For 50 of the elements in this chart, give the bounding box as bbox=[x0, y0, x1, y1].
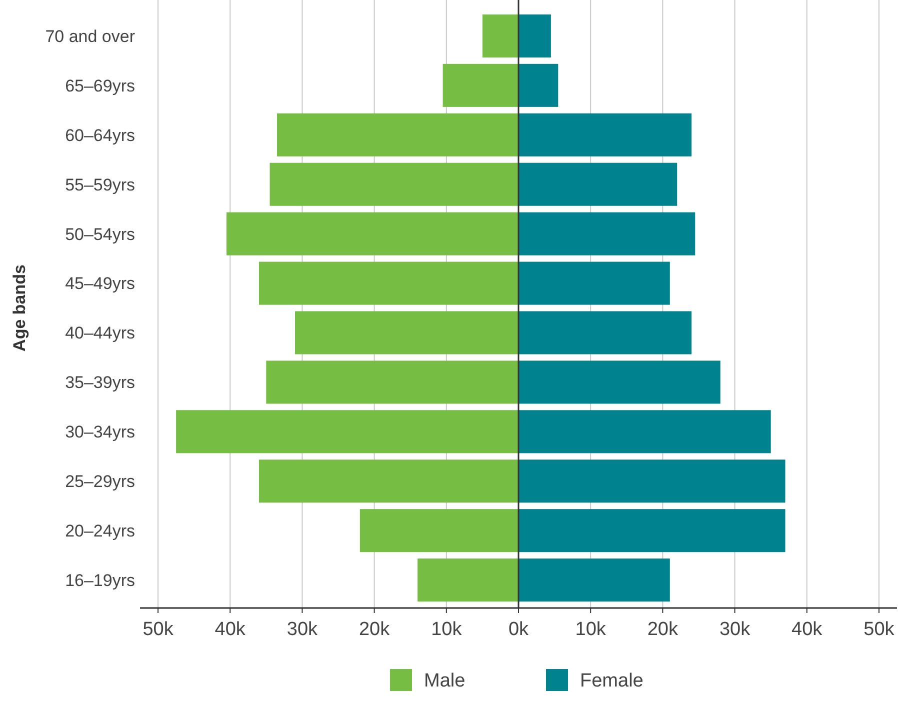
y-tick-label: 16–19yrs bbox=[65, 571, 135, 590]
x-tick-label: 10k bbox=[575, 619, 606, 640]
bar bbox=[518, 64, 558, 107]
x-tick-label: 30k bbox=[286, 619, 318, 640]
bar bbox=[518, 558, 670, 602]
y-axis-title: Age bands bbox=[10, 264, 29, 352]
y-tick-label: 65–69yrs bbox=[65, 76, 135, 96]
x-tick-label: 40k bbox=[792, 619, 823, 640]
bar bbox=[518, 14, 551, 58]
bar bbox=[482, 14, 518, 58]
bar bbox=[518, 311, 692, 354]
bar bbox=[518, 113, 692, 156]
bar bbox=[258, 262, 518, 305]
bar bbox=[176, 410, 518, 454]
bar bbox=[518, 212, 696, 256]
y-tick-label: 30–34yrs bbox=[65, 422, 135, 442]
y-tick-label: 60–64yrs bbox=[65, 126, 135, 145]
x-tick-label: 50k bbox=[142, 619, 174, 640]
y-tick-label: 55–59yrs bbox=[65, 175, 135, 194]
y-tick-label: 40–44yrs bbox=[65, 324, 135, 343]
bar bbox=[276, 113, 518, 156]
bar bbox=[360, 509, 518, 552]
y-tick-label: 35–39yrs bbox=[65, 373, 135, 392]
y-tick-label: 20–24yrs bbox=[65, 522, 135, 541]
bar bbox=[270, 162, 518, 206]
bar bbox=[418, 558, 518, 602]
bar bbox=[226, 212, 518, 256]
x-tick-label: 0k bbox=[508, 619, 530, 640]
x-tick-label: 30k bbox=[719, 619, 751, 640]
y-tick-label: 50–54yrs bbox=[65, 224, 135, 244]
x-tick-label: 10k bbox=[431, 619, 462, 640]
x-tick-label: 50k bbox=[864, 619, 895, 640]
x-tick-label: 20k bbox=[358, 619, 390, 640]
bar bbox=[518, 360, 720, 404]
bar bbox=[518, 460, 786, 503]
bar bbox=[266, 360, 518, 404]
y-tick-label: 70 and over bbox=[45, 26, 136, 46]
bar bbox=[518, 509, 786, 552]
bar bbox=[295, 311, 518, 354]
bar bbox=[518, 162, 678, 206]
bar bbox=[258, 460, 518, 503]
y-tick-label: 25–29yrs bbox=[65, 472, 135, 492]
legend-label: Male bbox=[424, 670, 466, 692]
bar bbox=[442, 64, 518, 107]
y-tick-label: 45–49yrs bbox=[65, 274, 135, 294]
legend-label: Female bbox=[580, 670, 644, 692]
bar bbox=[518, 410, 771, 454]
x-tick-label: 20k bbox=[647, 619, 679, 640]
bar bbox=[518, 262, 670, 305]
x-tick-label: 40k bbox=[214, 619, 246, 640]
